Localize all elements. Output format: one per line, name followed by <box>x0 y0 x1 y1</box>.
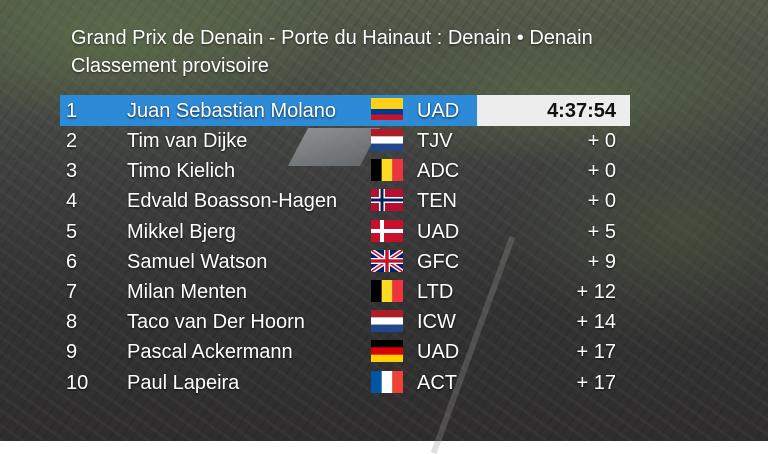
denmark-flag-icon <box>371 219 403 242</box>
rider-name: Samuel Watson <box>127 250 268 273</box>
rank: 3 <box>66 160 78 183</box>
rank: 5 <box>66 220 78 243</box>
rank: 4 <box>66 190 78 213</box>
rider-name: Mikkel Bjerg <box>127 220 236 243</box>
time-gap: + 5 <box>587 220 616 243</box>
team-code: UAD <box>417 341 460 364</box>
rank: 10 <box>66 371 89 394</box>
rider-name: Paul Lapeira <box>127 371 240 394</box>
time-gap: + 17 <box>576 341 616 364</box>
team-code: ADC <box>417 160 460 183</box>
rider-name: Timo Kielich <box>127 160 236 183</box>
colombia-flag-icon <box>371 98 403 120</box>
team-code: ICW <box>417 311 456 334</box>
results-list: 1 Juan Sebastian Molano UAD 4:37:54 2 Ti… <box>60 95 630 398</box>
norway-flag-icon <box>371 189 403 212</box>
result-row: 2 Tim van Dijke TJV + 0 <box>60 126 630 156</box>
time-gap: + 17 <box>576 371 616 394</box>
team-code: TEN <box>417 190 457 213</box>
graphic-header: Grand Prix de Denain - Porte du Hainaut … <box>71 24 593 80</box>
time-gap: + 12 <box>576 280 616 303</box>
race-title: Grand Prix de Denain - Porte du Hainaut … <box>71 27 593 49</box>
germany-flag-icon <box>371 340 403 363</box>
netherlands-flag-icon <box>371 129 403 151</box>
uk-flag-icon <box>371 249 403 272</box>
result-row: 10 Paul Lapeira ACT + 17 <box>60 368 630 398</box>
result-row: 8 Taco van Der Hoorn ICW + 14 <box>60 307 630 337</box>
team-code: UAD <box>417 100 460 122</box>
result-row-leader: 1 Juan Sebastian Molano UAD 4:37:54 <box>60 95 630 126</box>
rider-name: Juan Sebastian Molano <box>127 100 337 122</box>
rank: 2 <box>66 130 78 152</box>
result-row: 5 Mikkel Bjerg UAD + 5 <box>60 217 630 247</box>
result-row: 7 Milan Menten LTD + 12 <box>60 277 630 307</box>
rank: 6 <box>66 250 78 273</box>
standings-subtitle: Classement provisoire <box>71 55 269 77</box>
result-row: 4 Edvald Boasson-Hagen TEN + 0 <box>60 186 630 216</box>
time-gap: + 9 <box>587 250 616 273</box>
team-code: UAD <box>417 220 460 243</box>
time-gap: + 14 <box>576 311 616 334</box>
rank: 8 <box>66 311 78 334</box>
leader-time-box <box>477 95 630 126</box>
netherlands-flag-icon <box>371 310 403 333</box>
time-gap: + 0 <box>587 190 616 213</box>
team-code: LTD <box>417 280 454 303</box>
team-code: TJV <box>417 130 453 152</box>
rider-name: Taco van Der Hoorn <box>127 311 305 334</box>
rank: 7 <box>66 280 78 303</box>
team-code: GFC <box>417 250 460 273</box>
rider-name: Tim van Dijke <box>127 130 248 152</box>
time-gap: + 0 <box>587 160 616 183</box>
time-gap: + 0 <box>587 130 616 152</box>
rank: 9 <box>66 341 78 364</box>
rider-name: Edvald Boasson-Hagen <box>127 190 338 213</box>
france-flag-icon <box>371 370 403 393</box>
rider-name: Milan Menten <box>127 280 248 303</box>
belgium-flag-icon <box>371 279 403 302</box>
result-row: 6 Samuel Watson GFC + 9 <box>60 247 630 277</box>
result-row: 3 Timo Kielich ADC + 0 <box>60 156 630 186</box>
rider-name: Pascal Ackermann <box>127 341 293 364</box>
leader-highlight-bar <box>60 95 477 126</box>
result-row: 9 Pascal Ackermann UAD + 17 <box>60 337 630 367</box>
team-code: ACT <box>417 371 457 394</box>
finish-time: 4:37:54 <box>547 100 616 122</box>
rank: 1 <box>66 100 78 122</box>
belgium-flag-icon <box>371 159 403 182</box>
